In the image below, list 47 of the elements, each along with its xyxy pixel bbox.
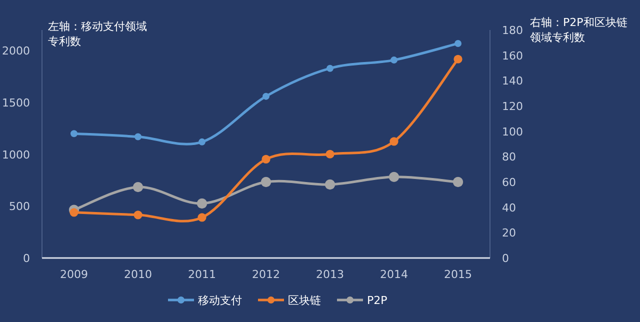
point <box>70 208 78 217</box>
y2-tick-label: 40 <box>502 201 516 214</box>
point <box>196 198 208 209</box>
y2-tick-label: 0 <box>502 252 509 265</box>
legend-label: 区块链 <box>288 294 321 307</box>
legend-label: 移动支付 <box>198 294 242 307</box>
x-tick-label: 2014 <box>380 268 408 281</box>
x-tick-label: 2015 <box>444 268 472 281</box>
point <box>262 154 270 164</box>
point <box>134 133 142 140</box>
y2-tick-label: 100 <box>502 125 523 138</box>
point <box>326 150 334 158</box>
y2-tick-label: 80 <box>502 150 516 164</box>
point <box>260 176 272 188</box>
y2-tick-label: 140 <box>502 74 523 88</box>
point <box>262 92 270 100</box>
point <box>70 130 78 138</box>
y-tick-label: 2000 <box>2 44 30 58</box>
point <box>388 172 400 182</box>
y2-axis-title: 右轴：P2P和区块链领域专利数 <box>530 16 628 44</box>
y2-tick-label: 20 <box>502 226 516 240</box>
y2-tick-label: 180 <box>502 24 523 37</box>
point <box>326 64 334 72</box>
x-tick-label: 2010 <box>124 268 152 281</box>
y-tick-label: 1000 <box>2 148 30 162</box>
point <box>134 210 142 220</box>
x-tick-label: 2009 <box>60 268 88 281</box>
y-tick-label: 500 <box>9 200 30 214</box>
y2-tick-label: 120 <box>502 100 523 113</box>
x-tick-label: 2013 <box>316 268 344 281</box>
point <box>198 213 206 222</box>
point <box>454 40 462 47</box>
x-tick-label: 2012 <box>252 268 280 281</box>
y-tick-label: 1500 <box>2 96 30 110</box>
point <box>198 138 206 146</box>
point <box>454 54 462 64</box>
y2-tick-label: 160 <box>502 49 523 62</box>
point <box>390 56 398 64</box>
y2-tick-label: 60 <box>502 176 516 189</box>
y-axis-title: 左轴：移动支付领域专利数 <box>48 20 147 48</box>
point <box>452 176 464 188</box>
point <box>324 179 336 190</box>
y-tick-label: 0 <box>23 252 30 265</box>
legend-label: P2P <box>367 294 388 307</box>
point <box>390 137 398 146</box>
point <box>132 182 144 192</box>
x-tick-label: 2011 <box>188 268 216 281</box>
